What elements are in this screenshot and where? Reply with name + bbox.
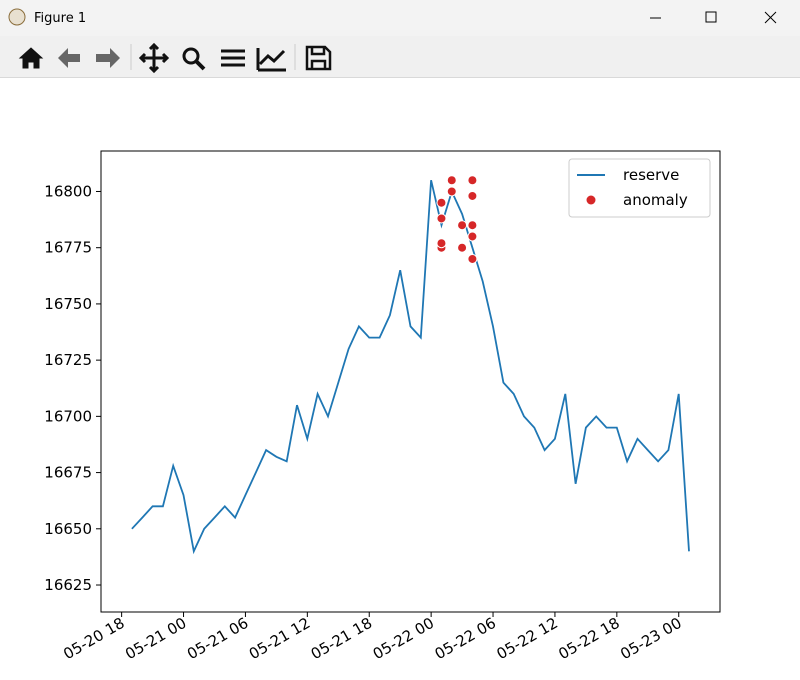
x-tick-label: 05-22 06 xyxy=(432,614,499,663)
app-icon xyxy=(8,8,26,26)
legend-box xyxy=(568,158,711,218)
legend: reserve anomaly xyxy=(568,158,711,218)
y-tick-label: 16625 xyxy=(44,576,92,594)
y-tick-label: 16675 xyxy=(44,464,92,482)
x-tick-label: 05-23 00 xyxy=(617,614,684,663)
legend-label: reserve xyxy=(623,166,679,184)
scatter-point xyxy=(467,190,478,201)
zoom-button[interactable] xyxy=(182,47,206,71)
scatter-point xyxy=(467,253,478,264)
toolbar xyxy=(0,36,800,78)
maximize-button[interactable] xyxy=(688,0,734,36)
legend-marker xyxy=(586,195,596,205)
line xyxy=(131,179,690,555)
save-button[interactable] xyxy=(305,45,332,71)
scatter-point xyxy=(436,213,447,224)
x-tick-label: 05-22 00 xyxy=(370,614,437,663)
close-button[interactable] xyxy=(746,0,800,36)
scatter-point xyxy=(457,220,468,231)
back-button[interactable] xyxy=(58,48,80,68)
scatter-point xyxy=(446,175,457,186)
edit-axis-button[interactable] xyxy=(256,48,286,72)
y-tick-label: 16775 xyxy=(44,239,92,257)
minimize-button[interactable] xyxy=(632,0,678,36)
plot-frame xyxy=(100,150,721,613)
x-tick-label: 05-20 18 xyxy=(60,614,127,663)
legend-label: anomaly xyxy=(623,191,688,209)
y-tick-label: 16650 xyxy=(44,520,92,538)
scatter-point xyxy=(446,186,457,197)
scatter-point xyxy=(467,220,478,231)
x-tick-label: 05-21 00 xyxy=(122,614,189,663)
forward-button[interactable] xyxy=(96,48,120,68)
title-bar: Figure 1 xyxy=(0,0,800,36)
pan-button[interactable] xyxy=(138,42,170,74)
title-bar-graphics: Figure 1 xyxy=(8,0,800,36)
x-tick-label: 05-21 12 xyxy=(246,614,313,663)
y-tick-label: 16800 xyxy=(44,182,92,200)
scatter-point xyxy=(457,242,468,253)
x-tick-label: 05-21 06 xyxy=(184,614,251,663)
y-tick-label: 16700 xyxy=(44,407,92,425)
x-tick-label: 05-22 12 xyxy=(494,614,561,663)
y-tick-label: 16750 xyxy=(44,295,92,313)
scatter-point xyxy=(436,197,447,208)
scatter-point xyxy=(467,231,478,242)
scatter-point xyxy=(467,175,478,186)
scatter-point xyxy=(436,238,447,249)
toolbar-icons xyxy=(18,42,332,74)
configure-button[interactable] xyxy=(221,49,245,67)
x-tick-label: 05-22 18 xyxy=(555,614,622,663)
chart: 16625 16650 16675 16700 16725 16750 16775 16800… xyxy=(44,150,721,663)
y-tick-label: 16725 xyxy=(44,351,92,369)
x-tick-label: 05-21 18 xyxy=(308,614,375,663)
home-button[interactable] xyxy=(18,47,44,69)
window-title: Figure 1 xyxy=(34,11,86,26)
